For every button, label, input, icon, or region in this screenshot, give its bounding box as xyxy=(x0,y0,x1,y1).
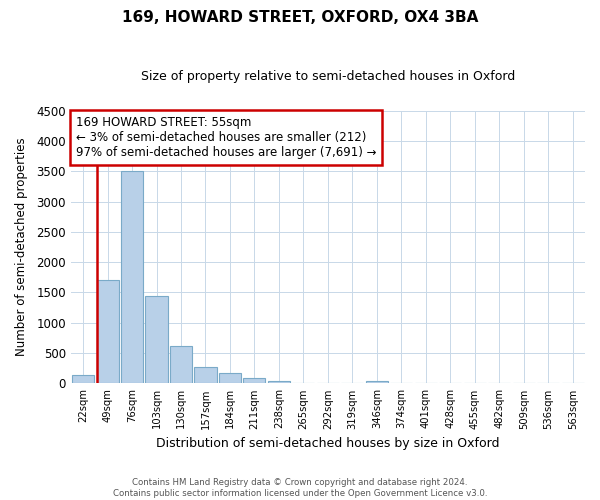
Bar xyxy=(170,346,192,384)
Bar xyxy=(366,381,388,384)
Bar xyxy=(145,296,167,384)
Text: 169, HOWARD STREET, OXFORD, OX4 3BA: 169, HOWARD STREET, OXFORD, OX4 3BA xyxy=(122,10,478,25)
Title: Size of property relative to semi-detached houses in Oxford: Size of property relative to semi-detach… xyxy=(141,70,515,83)
Bar xyxy=(244,378,265,384)
Text: 169 HOWARD STREET: 55sqm
← 3% of semi-detached houses are smaller (212)
97% of s: 169 HOWARD STREET: 55sqm ← 3% of semi-de… xyxy=(76,116,376,159)
Bar xyxy=(219,374,241,384)
Bar xyxy=(97,280,119,384)
X-axis label: Distribution of semi-detached houses by size in Oxford: Distribution of semi-detached houses by … xyxy=(156,437,500,450)
Bar xyxy=(268,380,290,384)
Bar xyxy=(194,367,217,384)
Bar xyxy=(121,171,143,384)
Bar xyxy=(72,375,94,384)
Text: Contains HM Land Registry data © Crown copyright and database right 2024.
Contai: Contains HM Land Registry data © Crown c… xyxy=(113,478,487,498)
Y-axis label: Number of semi-detached properties: Number of semi-detached properties xyxy=(15,138,28,356)
